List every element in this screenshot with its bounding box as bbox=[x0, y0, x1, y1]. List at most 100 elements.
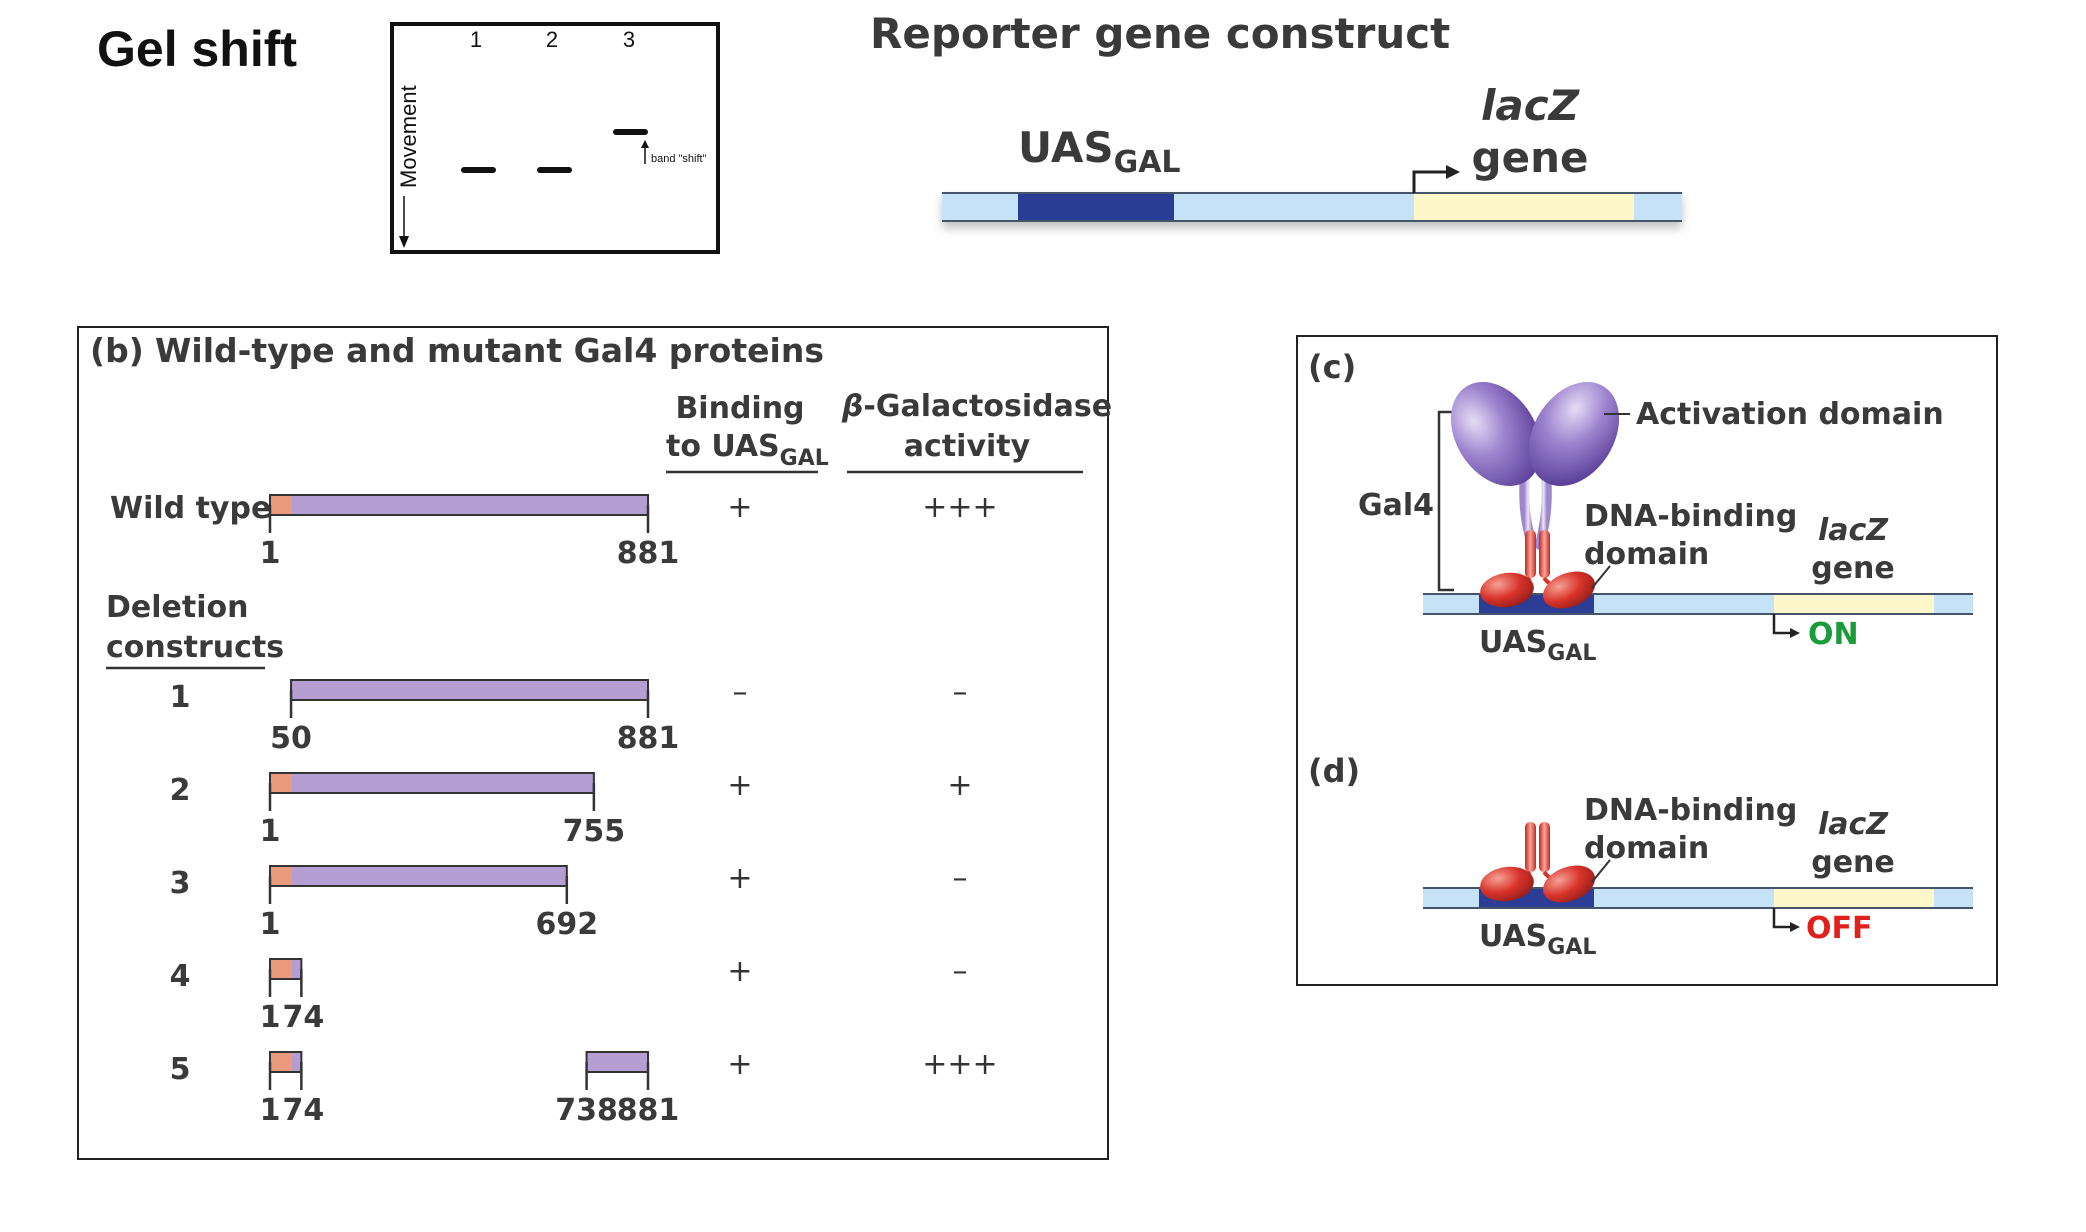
panel-c-lacz-label: lacZ bbox=[1818, 513, 1889, 548]
reporter-dna-strip bbox=[942, 192, 1682, 222]
wild-type-label: Wild type bbox=[110, 491, 271, 526]
construct-1-end-label-0: 50 bbox=[270, 721, 312, 756]
activation-domain-right bbox=[1528, 381, 1620, 487]
construct-2-end-label-1: 755 bbox=[563, 814, 626, 849]
panel-c-status-on: ON bbox=[1808, 617, 1859, 652]
panel-c-uas-label: UASGAL bbox=[1479, 625, 1596, 666]
construct-3-dbd-segment bbox=[270, 866, 292, 886]
construct-5-end-label-2: 738 bbox=[555, 1093, 618, 1128]
col-activity-line2: activity bbox=[904, 429, 1031, 464]
wild-type-activity-value: +++ bbox=[922, 490, 997, 525]
panel-c-dna-binding-line1: DNA-binding bbox=[1584, 499, 1797, 534]
wild-type-binding-value: + bbox=[727, 490, 752, 525]
construct-5-binding-value: + bbox=[727, 1047, 752, 1082]
panel-b-letter: (b) bbox=[90, 331, 144, 370]
construct-5-activity-value: +++ bbox=[922, 1047, 997, 1082]
panel-c-lacz-segment bbox=[1774, 594, 1934, 614]
panel-d-lacz-label: lacZ bbox=[1818, 807, 1889, 842]
panel-d-rod-left bbox=[1525, 822, 1536, 872]
construct-2-label: 2 bbox=[170, 773, 191, 808]
panel-d-uas-label: UASGAL bbox=[1479, 919, 1596, 960]
dna-binding-pointer-c bbox=[1591, 565, 1611, 589]
panel-c: (c) Gal4 Activation domain DNA-bind bbox=[1296, 335, 1998, 986]
panel-d-binding-right bbox=[1542, 865, 1596, 903]
activation-domain-label: Activation domain bbox=[1636, 397, 1944, 432]
dna-binding-domain-left bbox=[1480, 572, 1534, 608]
dna-binding-pointer-d bbox=[1591, 859, 1611, 883]
construct-1-label: 1 bbox=[170, 680, 191, 715]
activation-domain-left bbox=[1450, 381, 1542, 487]
panel-d-letter: (d) bbox=[1308, 752, 1360, 790]
dna-binding-domain-right bbox=[1542, 571, 1596, 609]
reporter-section: Reporter gene construct UASGAL lacZ gene bbox=[870, 9, 1682, 222]
construct-5-activation-segment bbox=[586, 1052, 648, 1072]
reporter-uas-segment bbox=[1018, 193, 1174, 221]
construct-1-activity-value: – bbox=[953, 675, 968, 710]
construct-4-binding-value: + bbox=[727, 954, 752, 989]
construct-4-end-label-1: 74 bbox=[282, 1000, 324, 1035]
reporter-title: Reporter gene construct bbox=[870, 9, 1450, 58]
lane-label-2: 2 bbox=[546, 27, 558, 52]
panel-d-lacz-segment bbox=[1774, 888, 1934, 908]
wild-type-activation-segment bbox=[291, 495, 648, 515]
construct-2-dbd-segment bbox=[270, 773, 292, 793]
panel-c-gene-label: gene bbox=[1811, 551, 1895, 586]
dimer-rod-right bbox=[1539, 530, 1550, 578]
panel-b-title: Wild-type and mutant Gal4 proteins bbox=[155, 331, 824, 370]
reporter-uas-label: UASGAL bbox=[1018, 123, 1181, 180]
panel-d-gene-label: gene bbox=[1811, 845, 1895, 880]
panel-d-promoter-arrow bbox=[1772, 908, 1792, 929]
reporter-promoter-arrow bbox=[1412, 170, 1448, 193]
construct-4-dbd-segment bbox=[270, 959, 292, 979]
construct-5-dbd-segment bbox=[270, 1052, 292, 1072]
construct-1-binding-value: – bbox=[733, 675, 748, 710]
panel-c-letter: (c) bbox=[1308, 348, 1356, 386]
deletion-label-line2: constructs bbox=[106, 630, 284, 665]
panel-b-frame bbox=[77, 326, 1109, 1160]
dna-binding-only-protein bbox=[1480, 822, 1596, 903]
shift-arrow-head bbox=[641, 140, 649, 148]
construct-3-label: 3 bbox=[170, 866, 191, 901]
construct-4-end-label-0: 1 bbox=[260, 1000, 281, 1035]
construct-1-end-label-1: 881 bbox=[617, 721, 680, 756]
panel-d-status-off: OFF bbox=[1806, 911, 1873, 946]
deletion-label-line1: Deletion bbox=[106, 590, 248, 625]
col-activity-line1: β-Galactosidase bbox=[841, 389, 1112, 424]
panel-d-dna-binding-line1: DNA-binding bbox=[1584, 793, 1797, 828]
construct-2-end-label-0: 1 bbox=[260, 814, 281, 849]
construct-3-binding-value: + bbox=[727, 861, 752, 896]
dimer-rod-left bbox=[1525, 530, 1536, 578]
gal4-bracket bbox=[1437, 410, 1454, 592]
shift-label: band "shift" bbox=[651, 153, 707, 165]
construct-3-end-label-0: 1 bbox=[260, 907, 281, 942]
panel-d-rod-right bbox=[1539, 822, 1550, 872]
construct-5-label: 5 bbox=[170, 1052, 191, 1087]
wild-type-end-label-1: 881 bbox=[617, 536, 680, 571]
construct-2-activation-segment bbox=[291, 773, 594, 793]
construct-5-end-label-3: 881 bbox=[617, 1093, 680, 1128]
gel-shift-title: Gel shift bbox=[97, 21, 297, 77]
panel-d-dna-binding-line2: domain bbox=[1584, 831, 1709, 866]
wild-type-end-label-0: 1 bbox=[260, 536, 281, 571]
reporter-promoter-arrow-head bbox=[1446, 165, 1460, 179]
construct-4-label: 4 bbox=[170, 959, 191, 994]
protein-rows: 1 881+ +++150 881– –21 755+ +31 692+ –41 74+ –51 74… bbox=[170, 490, 998, 1128]
gel-band-lane-1 bbox=[461, 167, 496, 173]
gel-band-lane-2 bbox=[537, 167, 572, 173]
panel-d-binding-left bbox=[1480, 866, 1534, 902]
gel-frame bbox=[390, 22, 720, 254]
construct-1-activation-segment bbox=[291, 680, 648, 700]
construct-2-binding-value: + bbox=[727, 768, 752, 803]
construct-2-activity-value: + bbox=[947, 768, 972, 803]
construct-5-end-label-1: 74 bbox=[282, 1093, 324, 1128]
gal4-protein bbox=[1450, 381, 1620, 609]
lane-label-3: 3 bbox=[623, 27, 635, 52]
construct-5-end-label-0: 1 bbox=[260, 1093, 281, 1128]
panel-b: (b) Wild-type and mutant Gal4 proteins B… bbox=[77, 326, 1112, 1160]
construct-5-activation-segment bbox=[291, 1052, 302, 1072]
movement-label: Movement bbox=[396, 85, 421, 188]
construct-3-end-label-1: 692 bbox=[536, 907, 599, 942]
col-binding-line2: to UASGAL bbox=[666, 429, 829, 471]
reporter-gene-label: gene bbox=[1472, 133, 1589, 182]
lane-label-1: 1 bbox=[470, 27, 482, 52]
